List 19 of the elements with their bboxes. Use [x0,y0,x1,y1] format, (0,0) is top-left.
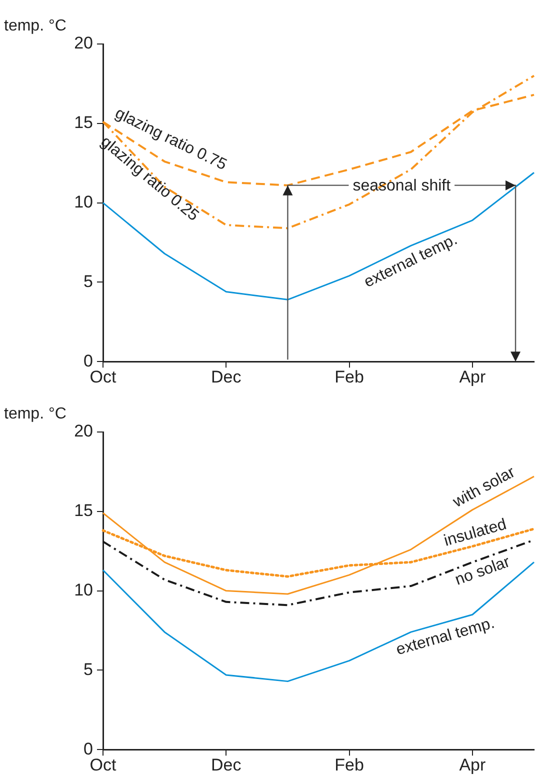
text: external temp. [394,614,497,659]
y-tick-label: 15 [74,501,93,520]
y-tick-label: 5 [84,272,93,291]
x-tick-label: Dec [211,755,242,774]
x-tick-label: Feb [334,755,364,774]
x-tick-label: Apr [459,755,486,774]
text: with solar [450,464,519,512]
text: no solar [452,553,513,589]
x-tick-label: Dec [211,367,242,386]
x-tick-label: Apr [459,367,486,386]
y-tick-label: 15 [74,113,93,132]
x-tick-label: Feb [334,367,364,386]
y-tick-label: 10 [74,192,93,212]
y-axis-title: temp. °C [4,405,66,422]
y-tick-label: 5 [84,660,93,679]
y-tick-label: 10 [74,580,93,600]
y-axis-title: temp. °C [4,17,66,34]
y-tick-label: 20 [74,422,93,441]
y-tick-label: 20 [74,34,93,53]
